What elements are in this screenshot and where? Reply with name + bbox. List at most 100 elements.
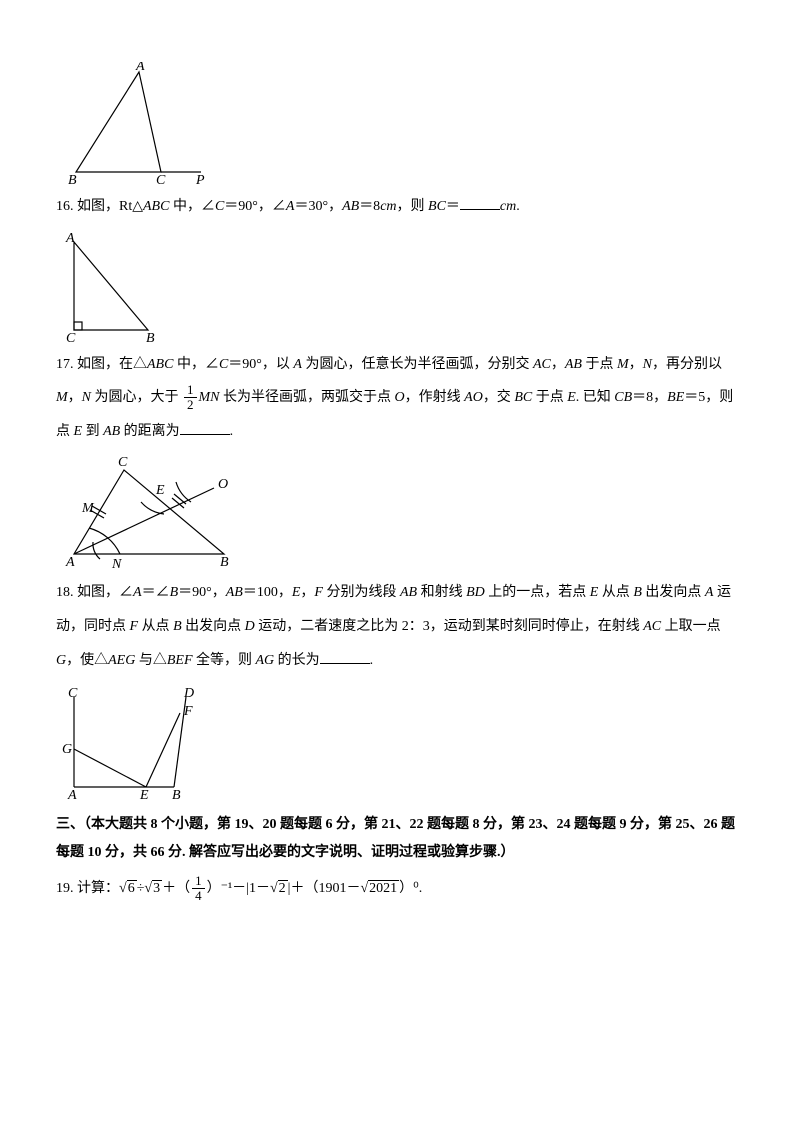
f18-E: E xyxy=(139,788,149,803)
q18-2i: 的长为 xyxy=(274,653,320,668)
q18-b: B xyxy=(170,585,179,600)
q17-2a: ， xyxy=(68,390,82,405)
question-19: 19. 计算：6÷3＋（14）⁻¹－|1－2|＋（1901－2021）⁰. xyxy=(56,869,738,908)
q17-2c: 长为半径画弧，两弧交于点 xyxy=(220,390,395,405)
q18-blank xyxy=(320,650,370,664)
figure-q16: A C B xyxy=(56,230,738,346)
q19-lp2: （ xyxy=(304,881,318,896)
q16-abc: ABC xyxy=(143,199,169,214)
q18-1h: 上的一点，若点 xyxy=(485,585,590,600)
q19-r2: 2 xyxy=(278,880,288,896)
q17-2g: . 已知 xyxy=(576,390,615,405)
q19-sqrt2: 2 xyxy=(270,869,288,908)
q18-2h: 全等，则 xyxy=(193,653,256,668)
q19-y: 1901 xyxy=(318,881,346,896)
q19-div: ÷ xyxy=(137,881,145,896)
q17-n2: N xyxy=(82,390,91,405)
q18-a: A xyxy=(133,585,142,600)
q18-1i: 从点 xyxy=(598,585,633,600)
q17-half-n: 1 xyxy=(184,383,197,398)
f17-M: M xyxy=(81,501,95,516)
q17-3b: 到 xyxy=(82,424,103,439)
q18-2b: 从点 xyxy=(138,619,173,634)
figure-q15: A B C P xyxy=(56,62,738,188)
q17-2f: 于点 xyxy=(532,390,567,405)
f18-B: B xyxy=(172,788,181,803)
q19-r6: 6 xyxy=(127,880,137,896)
question-16: 16. 如图，Rt△ABC 中，∠C＝90°，∠A＝30°，AB＝8cm，则 B… xyxy=(56,190,738,224)
q17-1d: 为圆心，任意长为半径画弧，分别交 xyxy=(302,357,533,372)
label-P: P xyxy=(195,173,205,188)
q17-3c: 的距离为 xyxy=(120,424,180,439)
q17-1g: ， xyxy=(629,357,643,372)
label-C: C xyxy=(156,173,166,188)
q17-1a: 17. 如图，在△ xyxy=(56,357,147,372)
q18-1f: 分别为线段 xyxy=(323,585,400,600)
q19-one: 1 xyxy=(249,881,256,896)
q18-ag: AG xyxy=(256,653,275,668)
q19-r3: 3 xyxy=(152,880,162,896)
q16-t5: ＝8 xyxy=(359,199,380,214)
q17-mn: MN xyxy=(199,390,220,405)
f17-O: O xyxy=(218,477,228,492)
f18-D: D xyxy=(183,686,194,701)
q19-sqrt6: 6 xyxy=(119,869,137,908)
q17-e2: E xyxy=(74,424,83,439)
q19-lp1: （ xyxy=(176,881,190,896)
figure-q18: A B C D F E G xyxy=(56,683,738,803)
q18-2f: ，使△ xyxy=(66,653,108,668)
q17-m2: M xyxy=(56,390,68,405)
q19-plus2: ＋ xyxy=(290,881,304,896)
q18-2g: 与△ xyxy=(135,653,167,668)
q17-ac: AC xyxy=(533,357,551,372)
q18-1g: 和射线 xyxy=(417,585,466,600)
q18-1d: ＝100， xyxy=(243,585,292,600)
q16-c: C xyxy=(215,199,224,214)
q16-t7: ＝ xyxy=(446,199,460,214)
q16-t4: ＝30°， xyxy=(294,199,342,214)
q19-fn: 1 xyxy=(192,874,205,889)
q18-bd: BD xyxy=(466,585,485,600)
q16-t2: 中，∠ xyxy=(169,199,215,214)
q19-r2021: 2021 xyxy=(368,880,399,896)
f17-C: C xyxy=(118,455,128,470)
q19-pn1: ⁻¹ xyxy=(221,881,233,896)
q17-half-d: 2 xyxy=(184,398,197,412)
f18-A: A xyxy=(67,788,77,803)
q17-be: BE xyxy=(667,390,684,405)
q16-t6: ，则 xyxy=(397,199,429,214)
q17-blank xyxy=(180,421,230,435)
label-B: B xyxy=(68,173,77,188)
q18-1e: ， xyxy=(300,585,314,600)
q18-2j: . xyxy=(370,653,374,668)
f16-A: A xyxy=(65,231,75,246)
q17-o: O xyxy=(395,390,405,405)
q18-ab2: AB xyxy=(400,585,417,600)
q18-g: G xyxy=(56,653,66,668)
q18-2d: 运动，二者速度之比为 2：3，运动到某时刻同时停止，在射线 xyxy=(255,619,644,634)
q17-c: C xyxy=(219,357,228,372)
q17-ab2: AB xyxy=(103,424,120,439)
q17-2d: ，作射线 xyxy=(405,390,465,405)
q18-f2: F xyxy=(130,619,139,634)
f18-G: G xyxy=(62,742,72,757)
q18-aeg: AEG xyxy=(108,653,135,668)
q17-2e: ，交 xyxy=(483,390,515,405)
q17-ao: AO xyxy=(464,390,483,405)
q17-3d: . xyxy=(230,424,234,439)
q16-cm1: cm xyxy=(380,199,396,214)
f18-C: C xyxy=(68,686,78,701)
q17-cb: CB xyxy=(614,390,632,405)
q18-f: F xyxy=(314,585,323,600)
q17-1b: 中，∠ xyxy=(173,357,219,372)
q18-1b: ＝∠ xyxy=(142,585,170,600)
q17-m: M xyxy=(617,357,629,372)
q19-rp1: ） xyxy=(207,881,221,896)
q18-b3: B xyxy=(173,619,182,634)
q17-1e: ， xyxy=(551,357,565,372)
q17-a: A xyxy=(293,357,302,372)
question-17: 17. 如图，在△ABC 中，∠C＝90°，以 A 为圆心，任意长为半径画弧，分… xyxy=(56,348,738,449)
q19-fd: 4 xyxy=(192,889,205,903)
q19-dot: . xyxy=(419,881,423,896)
q19-rp2: ） xyxy=(399,881,413,896)
